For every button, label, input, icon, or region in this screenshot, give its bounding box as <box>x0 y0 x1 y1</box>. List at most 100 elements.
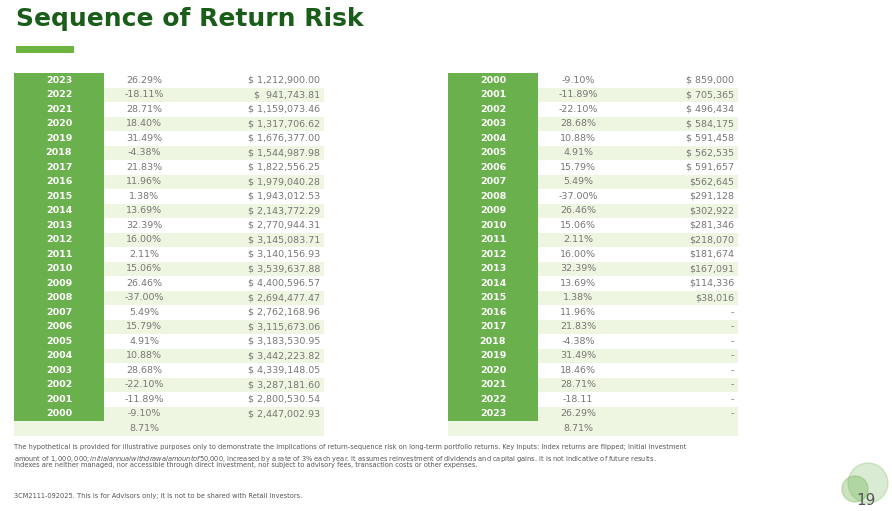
Text: $302,922: $302,922 <box>689 206 734 215</box>
Text: $ 1,544,987.98: $ 1,544,987.98 <box>248 148 320 157</box>
Text: 15.79%: 15.79% <box>126 322 162 331</box>
Text: $ 705,365: $ 705,365 <box>686 90 734 99</box>
FancyBboxPatch shape <box>448 73 538 87</box>
FancyBboxPatch shape <box>448 73 738 87</box>
FancyBboxPatch shape <box>448 131 538 146</box>
FancyBboxPatch shape <box>448 378 538 392</box>
Text: $ 1,676,377.00: $ 1,676,377.00 <box>248 134 320 143</box>
FancyBboxPatch shape <box>14 189 324 203</box>
FancyBboxPatch shape <box>16 46 74 53</box>
FancyBboxPatch shape <box>448 406 738 421</box>
Text: 2015: 2015 <box>45 192 72 201</box>
FancyBboxPatch shape <box>448 363 738 378</box>
Text: 2005: 2005 <box>45 337 72 346</box>
Text: 2001: 2001 <box>45 395 72 404</box>
Text: 2022: 2022 <box>480 395 506 404</box>
Text: $ 1,212,900.00: $ 1,212,900.00 <box>248 76 320 85</box>
Text: -22.10%: -22.10% <box>558 105 598 114</box>
Text: $562,645: $562,645 <box>689 177 734 186</box>
FancyBboxPatch shape <box>14 102 104 117</box>
Text: 2018: 2018 <box>45 148 72 157</box>
Text: 10.88%: 10.88% <box>560 134 596 143</box>
FancyBboxPatch shape <box>448 276 538 290</box>
FancyBboxPatch shape <box>448 117 738 131</box>
FancyBboxPatch shape <box>14 406 324 421</box>
Text: 4.91%: 4.91% <box>563 148 593 157</box>
Text: $ 2,800,530.54: $ 2,800,530.54 <box>248 395 320 404</box>
Text: $ 4,339,148.05: $ 4,339,148.05 <box>248 366 320 375</box>
Text: $ 3,539,637.88: $ 3,539,637.88 <box>248 264 320 273</box>
FancyBboxPatch shape <box>14 392 324 406</box>
Text: $ 591,458: $ 591,458 <box>686 134 734 143</box>
Text: $ 3,287,181.60: $ 3,287,181.60 <box>248 380 320 389</box>
Text: $ 3,442,223.82: $ 3,442,223.82 <box>248 351 320 360</box>
Text: $ 562,535: $ 562,535 <box>686 148 734 157</box>
Text: 18.46%: 18.46% <box>560 366 596 375</box>
FancyBboxPatch shape <box>448 131 738 146</box>
Text: 21.83%: 21.83% <box>126 162 162 172</box>
FancyBboxPatch shape <box>14 262 324 276</box>
Text: -11.89%: -11.89% <box>124 395 164 404</box>
FancyBboxPatch shape <box>448 146 538 160</box>
FancyBboxPatch shape <box>14 73 324 87</box>
FancyBboxPatch shape <box>14 305 104 319</box>
Text: 2012: 2012 <box>480 250 506 259</box>
FancyBboxPatch shape <box>448 334 538 349</box>
FancyBboxPatch shape <box>448 189 538 203</box>
Text: -: - <box>731 308 734 317</box>
Text: 28.71%: 28.71% <box>560 380 596 389</box>
Text: $ 496,434: $ 496,434 <box>686 105 734 114</box>
FancyBboxPatch shape <box>14 276 104 290</box>
Text: -: - <box>731 395 734 404</box>
FancyBboxPatch shape <box>448 276 738 290</box>
Text: 28.68%: 28.68% <box>560 119 596 128</box>
FancyBboxPatch shape <box>14 160 324 174</box>
Text: 2017: 2017 <box>45 162 72 172</box>
Text: 15.06%: 15.06% <box>560 221 596 230</box>
Circle shape <box>848 463 888 503</box>
FancyBboxPatch shape <box>14 233 104 247</box>
Text: 2.11%: 2.11% <box>563 235 593 244</box>
FancyBboxPatch shape <box>14 334 324 349</box>
FancyBboxPatch shape <box>14 305 324 319</box>
FancyBboxPatch shape <box>14 406 104 421</box>
Text: 2013: 2013 <box>45 221 72 230</box>
Text: $ 3,140,156.93: $ 3,140,156.93 <box>248 250 320 259</box>
FancyBboxPatch shape <box>14 117 104 131</box>
Text: 28.68%: 28.68% <box>126 366 162 375</box>
Text: $218,070: $218,070 <box>689 235 734 244</box>
FancyBboxPatch shape <box>448 319 738 334</box>
Text: 13.69%: 13.69% <box>560 278 596 288</box>
Text: 13.69%: 13.69% <box>126 206 162 215</box>
FancyBboxPatch shape <box>448 290 538 305</box>
Text: 2006: 2006 <box>45 322 72 331</box>
FancyBboxPatch shape <box>14 378 324 392</box>
Text: $281,346: $281,346 <box>689 221 734 230</box>
FancyBboxPatch shape <box>448 334 738 349</box>
FancyBboxPatch shape <box>448 392 738 406</box>
Text: 2011: 2011 <box>480 235 506 244</box>
Text: 10.88%: 10.88% <box>126 351 162 360</box>
Text: -18.11%: -18.11% <box>124 90 164 99</box>
Text: 28.71%: 28.71% <box>126 105 162 114</box>
Text: 5.49%: 5.49% <box>129 308 159 317</box>
Text: $ 4,400,596.57: $ 4,400,596.57 <box>248 278 320 288</box>
FancyBboxPatch shape <box>448 203 538 218</box>
Text: -: - <box>731 409 734 418</box>
Text: -: - <box>731 366 734 375</box>
FancyBboxPatch shape <box>448 233 538 247</box>
Text: amount of $1,000,000; initial annual withdrawal amount of $50,000, increased by : amount of $1,000,000; initial annual wit… <box>14 453 657 464</box>
FancyBboxPatch shape <box>448 160 538 174</box>
Text: $ 3,115,673.06: $ 3,115,673.06 <box>248 322 320 331</box>
Text: 32.39%: 32.39% <box>560 264 596 273</box>
Text: -11.89%: -11.89% <box>558 90 598 99</box>
Text: -37.00%: -37.00% <box>124 293 164 302</box>
FancyBboxPatch shape <box>14 378 104 392</box>
Text: 26.46%: 26.46% <box>126 278 162 288</box>
Text: 2000: 2000 <box>480 76 506 85</box>
FancyBboxPatch shape <box>448 262 538 276</box>
Text: 2016: 2016 <box>45 177 72 186</box>
Text: 2009: 2009 <box>480 206 506 215</box>
FancyBboxPatch shape <box>14 290 104 305</box>
Text: $ 1,943,012.53: $ 1,943,012.53 <box>248 192 320 201</box>
